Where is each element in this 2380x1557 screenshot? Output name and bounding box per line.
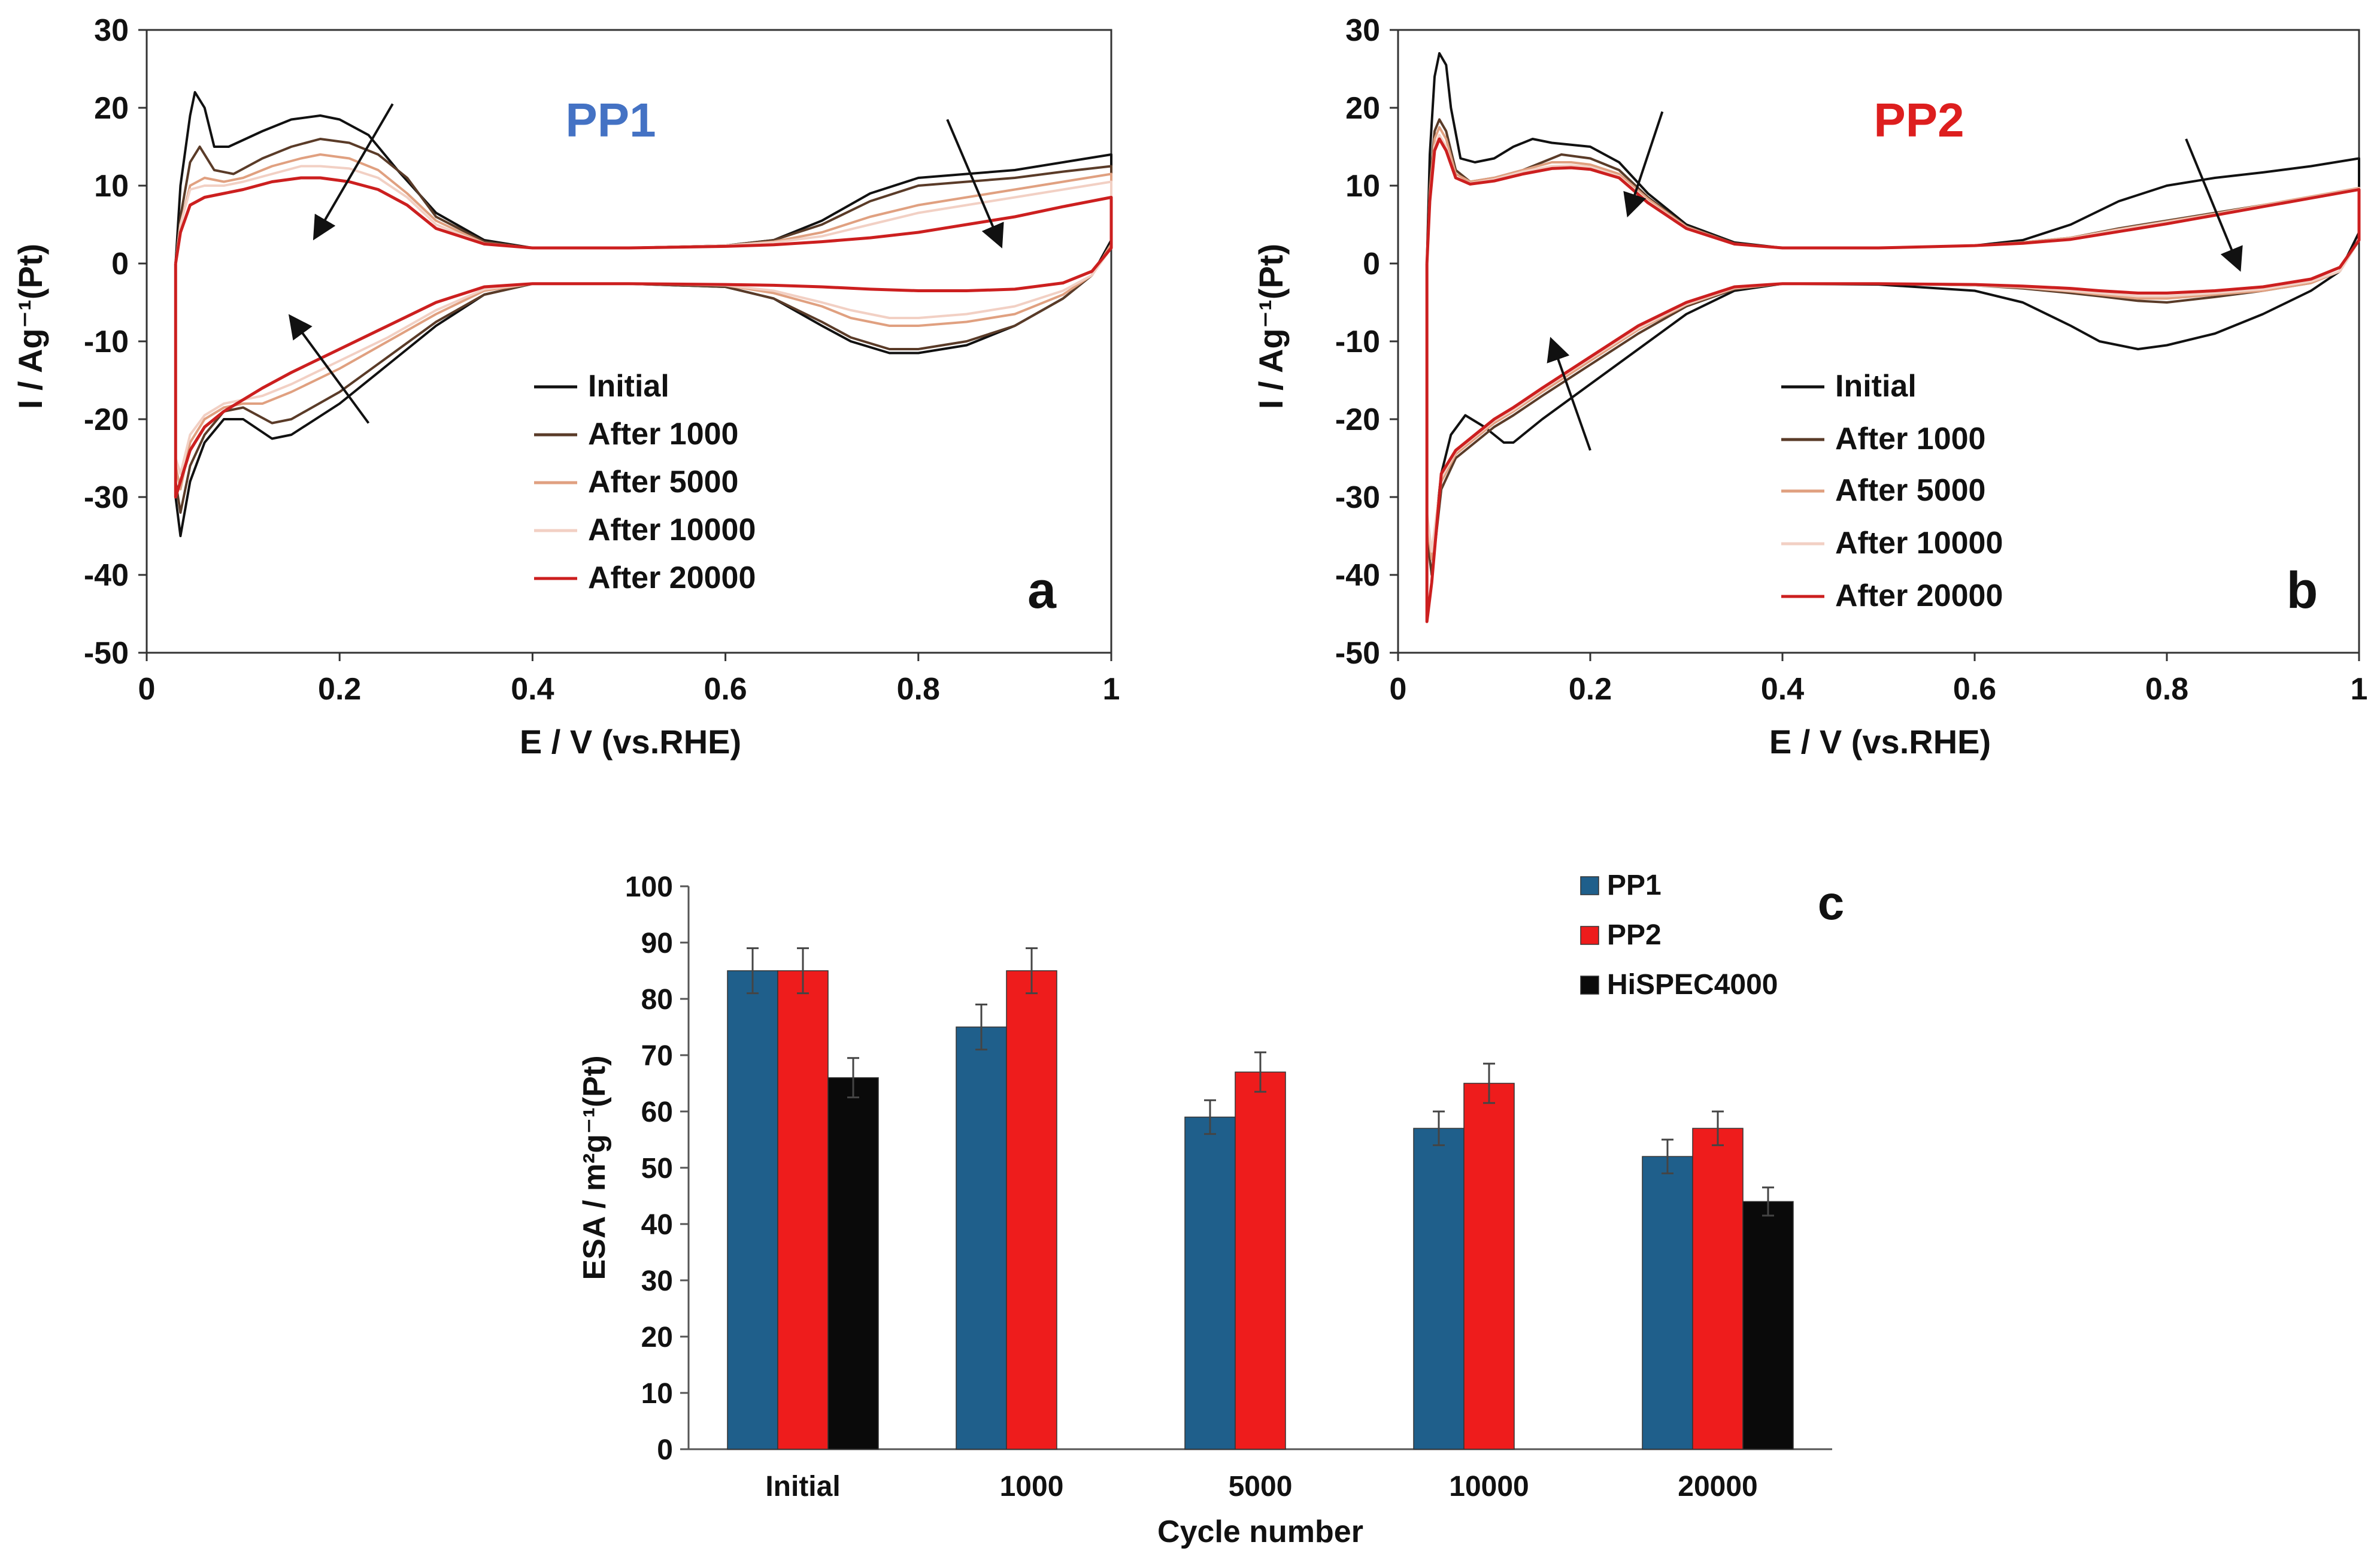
panel-c-legend-label: PP1	[1607, 870, 1662, 901]
panel-a-cv-pp1: PP1 a E / V (vs.RHE) I / Ag⁻¹(Pt) 302010…	[11, 13, 1120, 761]
panel-c-bar-pp1	[956, 1026, 1007, 1450]
panel-b-legend-label: Initial	[1835, 369, 1917, 404]
panel-b-trend-arrow	[1547, 337, 1591, 451]
panel-c-y-tick-label: 10	[641, 1378, 673, 1410]
panel-c-legend-swatch	[1580, 976, 1599, 995]
panel-a-x-tick-label: 0	[138, 672, 156, 707]
panel-c-bar-hispec4000	[1742, 1201, 1794, 1450]
panel-b-x-tick-label: 0.2	[1569, 672, 1612, 707]
panel-c-legend-swatch	[1580, 876, 1599, 895]
panel-a-y-tick-label: -20	[84, 402, 129, 437]
panel-b-series-after-20000-curve	[1425, 137, 2361, 623]
panel-c-bar-pp2	[1235, 1071, 1286, 1450]
panel-a-trend-arrow	[946, 119, 1004, 249]
panel-b-title: PP2	[1873, 93, 1964, 147]
panel-a-trend-arrow	[288, 314, 370, 424]
panel-b-x-tick-label: 0.6	[1953, 672, 1996, 707]
panel-a-trend-arrow	[313, 103, 394, 241]
panel-c-bar-pp1	[727, 970, 778, 1450]
panel-c-bar-pp2	[1463, 1083, 1515, 1450]
panel-a-y-tick-label: -50	[84, 636, 129, 671]
panel-a-y-axis-title: I / Ag⁻¹(Pt)	[11, 244, 49, 409]
panel-a-legend-label: After 5000	[588, 465, 738, 499]
panel-c-legend-swatch	[1580, 926, 1599, 945]
panel-a-legend-label: After 1000	[588, 417, 738, 452]
panel-c-x-tick-label: 1000	[1000, 1471, 1064, 1503]
panel-b-x-tick-label: 0.8	[2145, 672, 2188, 707]
panel-a-x-tick-label: 1	[1103, 672, 1120, 707]
panel-b-trend-arrow	[2185, 138, 2243, 272]
panel-b-y-tick-label: -50	[1335, 636, 1380, 671]
panel-b-y-tick-label: 20	[1345, 91, 1380, 126]
panel-c-x-axis-title: Cycle number	[1157, 1514, 1363, 1549]
panel-c-x-tick-label: 10000	[1449, 1471, 1529, 1503]
panel-c-bar-hispec4000	[827, 1077, 879, 1450]
panel-b-legend-label: After 1000	[1835, 422, 1985, 456]
panel-a-x-tick-label: 0.4	[511, 672, 554, 707]
panel-a-label: a	[1027, 562, 1057, 619]
panel-c-bar-pp1	[1184, 1116, 1236, 1450]
panel-b-cv-pp2: PP2 b E / V (vs.RHE) I / Ag⁻¹(Pt) 302010…	[1252, 13, 2367, 761]
panel-c-y-tick-label: 100	[625, 871, 673, 903]
panel-b-series-initial-curve	[1426, 52, 2360, 561]
panel-c-y-tick-label: 50	[641, 1153, 673, 1185]
panel-a-legend-label: Initial	[588, 369, 669, 404]
panel-a-title: PP1	[565, 93, 656, 147]
panel-b-x-tick-label: 0	[1390, 672, 1407, 707]
panel-a-x-axis-title: E / V (vs.RHE)	[520, 723, 741, 761]
panel-b-y-tick-label: -30	[1335, 480, 1380, 515]
panel-a-y-tick-label: -30	[84, 480, 129, 515]
panel-c-y-tick-label: 30	[641, 1265, 673, 1297]
panel-c-legend-label: PP2	[1607, 919, 1662, 951]
panel-c-x-tick-label: 20000	[1678, 1471, 1757, 1503]
panel-b-legend-label: After 20000	[1835, 578, 2003, 613]
panel-b-x-axis-title: E / V (vs.RHE)	[1769, 723, 1991, 761]
panel-b-legend-label: After 5000	[1835, 473, 1985, 508]
panel-c-y-tick-label: 40	[641, 1209, 673, 1241]
panel-b-label: b	[2287, 562, 2318, 619]
panel-c-y-tick-label: 90	[641, 928, 673, 959]
panel-c-y-tick-label: 80	[641, 984, 673, 1016]
panel-b-y-tick-label: 0	[1363, 247, 1380, 281]
panel-c-y-tick-label: 20	[641, 1322, 673, 1353]
panel-a-y-tick-label: -10	[84, 325, 129, 359]
panel-a-legend-label: After 20000	[588, 561, 756, 595]
panel-c-bar-pp1	[1642, 1156, 1693, 1450]
panel-b-y-tick-label: 10	[1345, 169, 1380, 204]
panel-c-legend-label: HiSPEC4000	[1607, 969, 1778, 1001]
panel-a-x-tick-label: 0.2	[318, 672, 361, 707]
panel-c-y-tick-label: 0	[657, 1434, 673, 1466]
panel-a-y-tick-label: -40	[84, 558, 129, 593]
panel-c-esa-bars: c Cycle number ESA / m²g⁻¹(Pt) 100908070…	[577, 870, 1844, 1549]
panel-b-x-tick-label: 1	[2351, 672, 2368, 707]
panel-a-y-tick-label: 10	[94, 169, 129, 204]
panel-c-y-axis-title: ESA / m²g⁻¹(Pt)	[577, 1055, 612, 1280]
panel-a-y-tick-label: 0	[111, 247, 129, 281]
panel-b-y-tick-label: -40	[1335, 558, 1380, 593]
panel-b-legend-label: After 10000	[1835, 526, 2003, 561]
panel-c-bar-pp2	[1692, 1128, 1744, 1450]
panel-b-y-tick-label: -10	[1335, 325, 1380, 359]
panel-b-x-tick-label: 0.4	[1761, 672, 1804, 707]
panel-b-y-axis-title: I / Ag⁻¹(Pt)	[1252, 244, 1290, 409]
panel-c-bar-pp2	[777, 970, 829, 1450]
panel-a-x-tick-label: 0.6	[704, 672, 747, 707]
panel-c-x-tick-label: 5000	[1229, 1471, 1293, 1503]
panel-a-legend-label: After 10000	[588, 513, 756, 547]
panel-a-x-tick-label: 0.8	[897, 672, 940, 707]
panel-c-label: c	[1818, 876, 1845, 929]
panel-a-y-tick-label: 30	[94, 13, 129, 48]
panel-b-trend-arrow	[1623, 111, 1664, 218]
panel-c-bar-pp2	[1006, 970, 1057, 1450]
panel-c-y-tick-label: 60	[641, 1096, 673, 1128]
panel-a-series-after-20000-curve	[174, 176, 1113, 499]
panel-b-y-tick-label: 30	[1345, 13, 1380, 48]
panel-b-y-tick-label: -20	[1335, 402, 1380, 437]
panel-c-y-tick-label: 70	[641, 1040, 673, 1072]
panel-c-bar-pp1	[1413, 1128, 1465, 1450]
panel-c-x-tick-label: Initial	[765, 1471, 840, 1503]
panel-a-y-tick-label: 20	[94, 91, 129, 126]
